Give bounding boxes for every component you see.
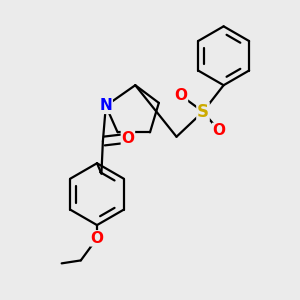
Text: O: O [122, 131, 134, 146]
Text: O: O [213, 123, 226, 138]
Text: O: O [174, 88, 188, 103]
Text: N: N [100, 98, 112, 113]
Text: O: O [91, 231, 103, 246]
Text: S: S [197, 103, 209, 121]
